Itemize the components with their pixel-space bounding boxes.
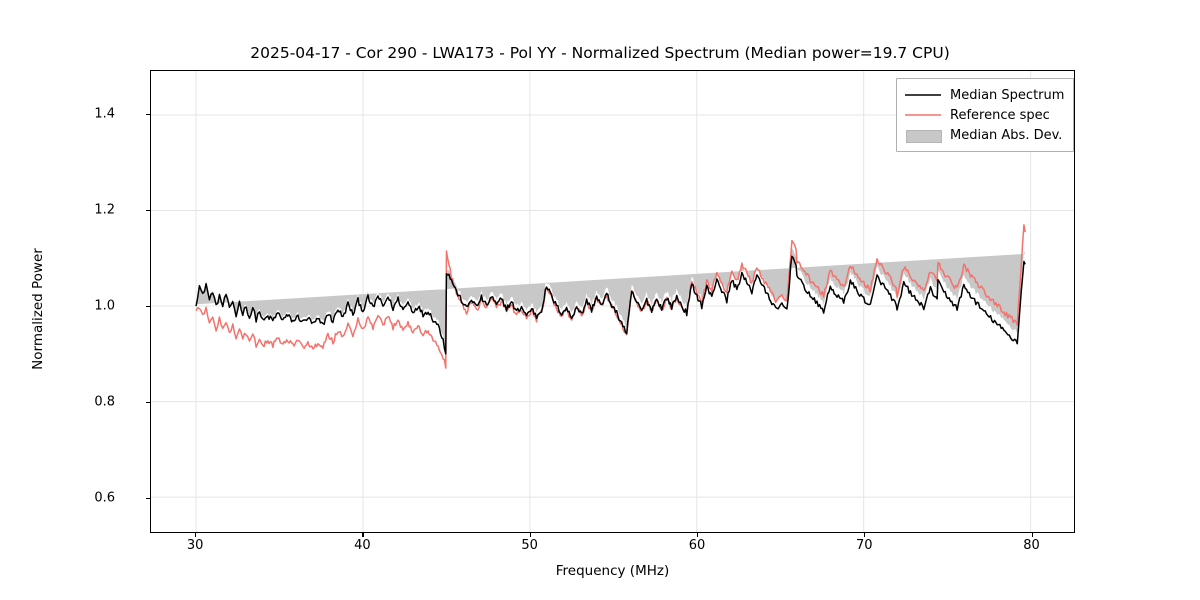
y-tick-mark: [146, 210, 150, 212]
median-spectrum-line: [195, 255, 1026, 355]
legend-swatch-reference-spec: [905, 108, 941, 122]
legend-item-reference-spec[interactable]: Reference spec: [905, 105, 1064, 125]
legend-swatch-median-abs-dev: [905, 128, 942, 143]
x-tick-label: 40: [354, 538, 371, 553]
page-title: 2025-04-17 - Cor 290 - LWA173 - Pol YY -…: [250, 44, 950, 62]
x-tick-mark: [1031, 533, 1033, 537]
y-tick-label: 1.0: [94, 298, 115, 314]
legend-box[interactable]: Median Spectrum Reference spec Median Ab…: [896, 78, 1075, 152]
legend-label-median-abs-dev: Median Abs. Dev.: [950, 127, 1063, 143]
x-tick-label: 70: [855, 538, 873, 553]
legend-swatch-median-spectrum: [905, 88, 941, 102]
y-tick-label: 1.2: [94, 202, 115, 218]
legend-label-reference-spec: Reference spec: [950, 107, 1050, 123]
x-tick-mark: [362, 533, 364, 537]
x-tick-mark: [195, 533, 197, 537]
x-tick-mark: [529, 533, 531, 537]
mad-band: [196, 248, 1026, 350]
spectrum-traces: [195, 224, 1026, 369]
y-axis-label: Normalized Power: [30, 248, 46, 370]
legend-item-median-spectrum[interactable]: Median Spectrum: [905, 85, 1064, 105]
y-tick-label: 0.8: [94, 394, 115, 410]
y-tick-label: 1.4: [94, 106, 115, 122]
y-tick-mark: [146, 402, 150, 404]
x-tick-label: 60: [688, 538, 706, 553]
x-tick-mark: [696, 533, 699, 537]
x-tick-label: 30: [186, 538, 204, 553]
y-tick-label: 0.6: [94, 490, 115, 506]
x-axis-label: Frequency (MHz): [555, 563, 670, 579]
y-tick-mark: [146, 114, 150, 116]
x-tick-label: 50: [521, 538, 538, 553]
y-tick-mark: [146, 497, 150, 500]
plot-area: [151, 71, 1074, 532]
legend-label-median-spectrum: Median Spectrum: [950, 87, 1065, 103]
reference-spec-line: [195, 224, 1026, 369]
x-tick-mark: [864, 533, 866, 537]
x-tick-label: 80: [1023, 538, 1040, 553]
y-tick-mark: [146, 306, 150, 308]
legend-item-median-abs-dev[interactable]: Median Abs. Dev.: [905, 125, 1064, 145]
